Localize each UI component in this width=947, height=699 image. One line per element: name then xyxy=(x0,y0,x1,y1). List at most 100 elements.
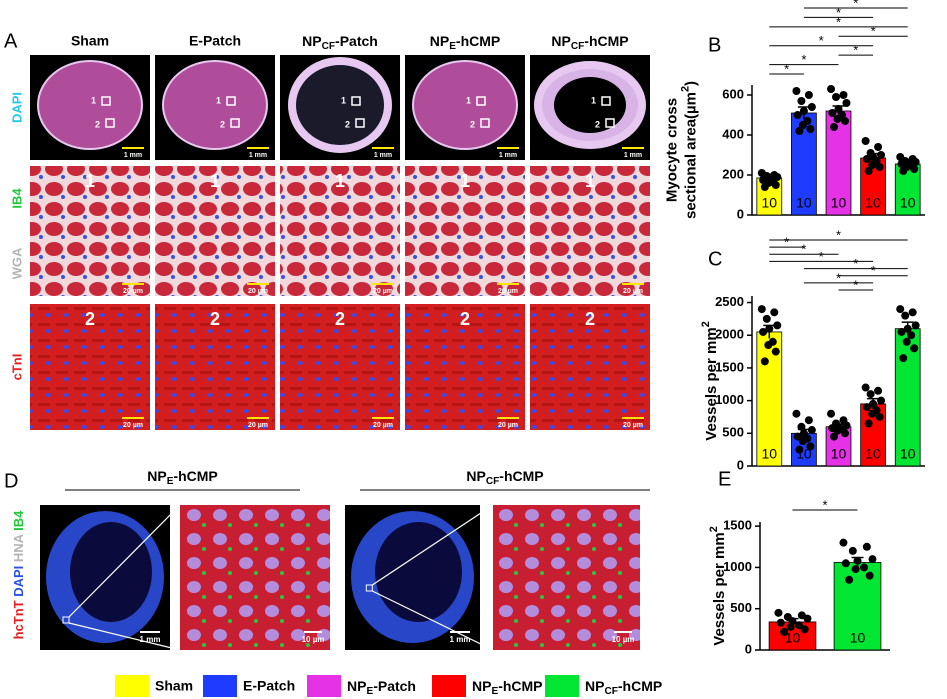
data-point xyxy=(795,445,804,454)
bar xyxy=(894,328,921,467)
region-label: 2 xyxy=(335,309,345,329)
n-label: 10 xyxy=(865,195,881,211)
column-header: Sham xyxy=(71,33,109,49)
y-axis-label: sectional area(µm2) xyxy=(679,81,699,219)
y-axis-label: Myocyte cross xyxy=(663,98,680,202)
text-part: NP xyxy=(585,678,604,694)
data-point xyxy=(911,321,920,330)
scale-bar-label: 20 µm xyxy=(498,422,518,429)
region-label: 1 xyxy=(216,95,221,105)
legend-label: NPE-Patch xyxy=(347,678,416,697)
text-part: NP xyxy=(430,33,449,49)
region-box xyxy=(605,118,615,128)
data-point xyxy=(762,314,771,323)
zoom-box xyxy=(62,616,70,624)
region-label: 2 xyxy=(595,119,600,129)
data-point xyxy=(776,618,785,627)
text-part: ) xyxy=(682,81,699,86)
region-box xyxy=(355,118,365,128)
region-label: 1 xyxy=(85,171,95,191)
micrograph-zoom xyxy=(493,505,640,650)
text-part: Vessels per mm xyxy=(703,327,720,440)
scale-bar-label: 20 µm xyxy=(623,288,643,295)
n-label: 10 xyxy=(831,446,847,462)
data-point xyxy=(771,347,780,356)
scale-bar-label: 20 µm xyxy=(373,422,393,429)
data-point xyxy=(899,167,908,175)
column-header: NPCF-hCMP xyxy=(551,33,628,52)
zoom-line xyxy=(372,590,494,651)
significance-star: * xyxy=(871,24,876,39)
micrograph xyxy=(530,304,650,430)
data-point xyxy=(862,155,871,163)
significance-star: * xyxy=(853,43,858,58)
scale-bar-label: 20 µm xyxy=(123,288,143,295)
text-part: CF xyxy=(604,686,617,697)
data-point xyxy=(760,183,769,191)
n-label: 10 xyxy=(865,446,881,462)
legend-label: E-Patch xyxy=(243,678,295,694)
row-label: IB4 xyxy=(9,188,24,209)
panel-label: E xyxy=(718,468,731,490)
text-part: sectional area(µm xyxy=(682,92,699,219)
n-label: 10 xyxy=(796,195,812,211)
text-part: -hCMP xyxy=(499,468,543,484)
region-label: 2 xyxy=(470,119,475,129)
data-point xyxy=(839,538,848,547)
text-part: NP xyxy=(302,33,321,49)
region-box xyxy=(480,118,490,128)
data-point xyxy=(803,614,812,623)
data-point xyxy=(759,327,768,336)
significance-star: * xyxy=(784,61,789,76)
y-axis-label: Vessels per mm2 xyxy=(708,526,728,645)
data-point xyxy=(862,542,871,551)
panel-label: A xyxy=(4,30,18,52)
data-point xyxy=(861,137,870,145)
data-point xyxy=(804,91,813,99)
data-point xyxy=(764,341,773,350)
data-point xyxy=(792,409,801,418)
stain-name: IB4 xyxy=(11,510,26,531)
n-label: 10 xyxy=(785,630,801,646)
region-label: 2 xyxy=(210,309,220,329)
data-point xyxy=(793,432,802,441)
region-box xyxy=(101,96,111,106)
data-point xyxy=(875,163,884,171)
data-point xyxy=(830,123,839,131)
data-point xyxy=(834,105,843,113)
micrograph xyxy=(280,166,400,296)
y-axis-label: Vessels per mm2 xyxy=(700,321,720,440)
panel-label: C xyxy=(708,248,722,270)
micrograph xyxy=(405,304,525,430)
data-point xyxy=(793,111,802,119)
y-tick-label: 400 xyxy=(722,126,744,141)
significance-star: * xyxy=(836,227,841,242)
column-header: NPCF-Patch xyxy=(302,33,378,52)
text-part: Vessels per mm xyxy=(711,532,728,645)
data-point xyxy=(910,165,919,173)
region-box xyxy=(351,96,361,106)
region-box xyxy=(226,96,236,106)
data-point xyxy=(770,308,779,317)
text-part: E xyxy=(449,41,456,52)
data-point xyxy=(800,625,809,634)
text-part: -hCMP xyxy=(498,678,542,694)
data-point xyxy=(907,331,916,340)
data-point xyxy=(830,432,839,441)
text-part: E xyxy=(167,476,174,487)
data-point xyxy=(827,409,836,418)
data-point xyxy=(773,321,782,330)
significance-star: * xyxy=(853,0,858,10)
region-label: 1 xyxy=(91,95,96,105)
bar xyxy=(825,110,852,216)
text-part: NP xyxy=(347,678,366,694)
legend-swatch xyxy=(203,675,237,697)
row-label: DAPI xyxy=(9,92,24,123)
legend-swatch xyxy=(115,675,149,697)
zoom-line xyxy=(68,504,181,618)
region-label: 2 xyxy=(85,309,95,329)
data-point xyxy=(875,412,884,421)
data-point xyxy=(899,354,908,363)
text-part: CF xyxy=(322,41,335,52)
